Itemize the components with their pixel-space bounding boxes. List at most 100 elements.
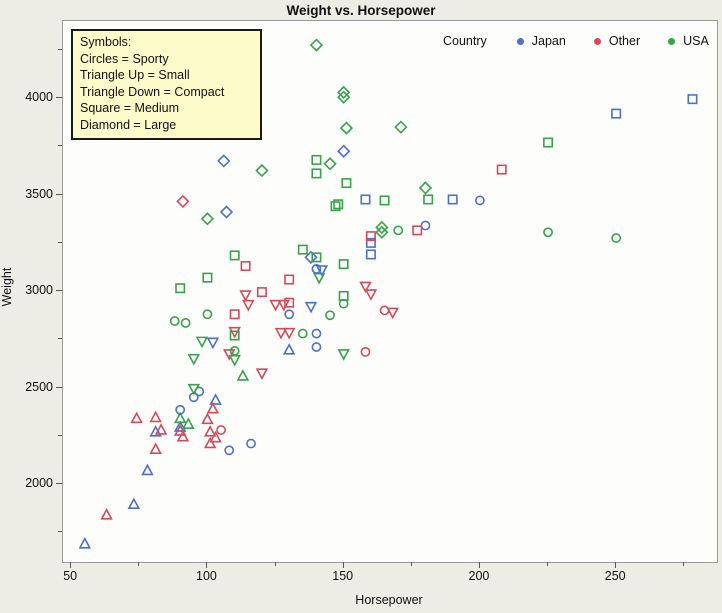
data-point-usa-large[interactable] bbox=[323, 157, 337, 171]
data-point-usa-large[interactable] bbox=[337, 85, 351, 100]
data-point-japan-large[interactable] bbox=[304, 250, 318, 264]
data-point-other-medium[interactable] bbox=[365, 231, 376, 242]
data-point-usa-sporty[interactable] bbox=[611, 233, 622, 243]
data-point-japan-medium[interactable] bbox=[365, 237, 376, 248]
data-point-usa-large[interactable] bbox=[375, 225, 389, 239]
legend-item-japan[interactable]: Japan bbox=[516, 34, 566, 48]
data-point-other-small[interactable] bbox=[203, 425, 217, 437]
data-point-other-small[interactable] bbox=[173, 424, 187, 436]
data-point-usa-sporty[interactable] bbox=[202, 309, 213, 320]
data-point-other-sporty[interactable] bbox=[216, 425, 226, 435]
data-point-usa-sporty[interactable] bbox=[393, 225, 404, 236]
data-point-other-medium[interactable] bbox=[284, 274, 295, 285]
data-point-japan-sporty[interactable] bbox=[311, 342, 322, 352]
data-point-other-sporty[interactable] bbox=[360, 346, 371, 357]
data-point-usa-sporty[interactable] bbox=[229, 346, 240, 356]
data-point-usa-sporty[interactable] bbox=[543, 227, 553, 238]
data-point-usa-medium[interactable] bbox=[423, 194, 434, 205]
data-point-japan-sporty[interactable] bbox=[311, 328, 322, 339]
data-point-usa-large[interactable] bbox=[337, 90, 351, 104]
data-point-japan-sporty[interactable] bbox=[224, 445, 235, 456]
data-point-usa-medium[interactable] bbox=[341, 178, 352, 189]
legend-item-usa[interactable]: USA bbox=[668, 34, 709, 48]
data-point-usa-large[interactable] bbox=[339, 121, 354, 135]
data-point-other-medium[interactable] bbox=[284, 297, 295, 308]
data-point-usa-compact[interactable] bbox=[312, 272, 326, 285]
data-point-other-medium[interactable] bbox=[256, 287, 267, 298]
data-point-usa-small[interactable] bbox=[236, 369, 250, 381]
data-point-japan-compact[interactable] bbox=[206, 337, 220, 350]
data-point-japan-compact[interactable] bbox=[304, 301, 318, 314]
data-point-usa-sporty[interactable] bbox=[180, 318, 191, 328]
data-point-usa-medium[interactable] bbox=[379, 195, 390, 206]
data-point-japan-medium[interactable] bbox=[360, 194, 371, 205]
data-point-japan-small[interactable] bbox=[209, 393, 222, 405]
data-point-other-small[interactable] bbox=[149, 442, 162, 455]
data-point-usa-medium[interactable] bbox=[311, 252, 322, 263]
data-point-other-medium[interactable] bbox=[229, 309, 240, 320]
data-point-usa-large[interactable] bbox=[418, 181, 433, 195]
data-point-japan-medium[interactable] bbox=[687, 94, 698, 105]
data-point-other-medium[interactable] bbox=[496, 164, 507, 175]
data-point-other-small[interactable] bbox=[203, 436, 217, 449]
data-point-other-compact[interactable] bbox=[269, 299, 282, 312]
data-point-usa-compact[interactable] bbox=[187, 353, 201, 366]
data-point-usa-medium[interactable] bbox=[297, 244, 308, 255]
data-point-usa-medium[interactable] bbox=[333, 199, 344, 210]
data-point-usa-large[interactable] bbox=[200, 212, 215, 226]
data-point-usa-sporty[interactable] bbox=[325, 310, 335, 321]
data-point-other-small[interactable] bbox=[176, 429, 190, 442]
data-point-japan-medium[interactable] bbox=[611, 108, 622, 119]
data-point-other-large[interactable] bbox=[176, 194, 190, 209]
data-point-other-compact[interactable] bbox=[274, 327, 288, 340]
data-point-usa-compact[interactable] bbox=[228, 354, 241, 367]
data-point-other-compact[interactable] bbox=[364, 289, 378, 301]
data-point-usa-large[interactable] bbox=[394, 120, 408, 134]
data-point-usa-medium[interactable] bbox=[311, 168, 322, 179]
data-point-japan-small[interactable] bbox=[78, 536, 92, 549]
data-point-japan-large[interactable] bbox=[219, 205, 234, 219]
data-point-japan-small[interactable] bbox=[141, 463, 154, 476]
data-point-usa-medium[interactable] bbox=[202, 272, 213, 283]
data-point-japan-small[interactable] bbox=[173, 420, 187, 432]
data-point-usa-sporty[interactable] bbox=[338, 298, 349, 309]
data-point-usa-small[interactable] bbox=[182, 417, 195, 429]
data-point-other-compact[interactable] bbox=[242, 299, 255, 312]
data-point-other-small[interactable] bbox=[201, 412, 214, 425]
data-point-other-small[interactable] bbox=[130, 411, 143, 424]
data-point-usa-large[interactable] bbox=[309, 38, 324, 52]
data-point-usa-medium[interactable] bbox=[229, 330, 240, 341]
legend-item-other[interactable]: Other bbox=[593, 34, 640, 48]
data-point-other-compact[interactable] bbox=[277, 299, 290, 312]
data-point-japan-sporty[interactable] bbox=[475, 195, 485, 206]
data-point-japan-medium[interactable] bbox=[447, 194, 458, 205]
data-point-usa-sporty[interactable] bbox=[169, 316, 180, 326]
data-point-other-small[interactable] bbox=[149, 410, 162, 423]
data-point-japan-compact[interactable] bbox=[315, 265, 329, 277]
data-point-japan-large[interactable] bbox=[337, 144, 351, 158]
data-point-japan-sporty[interactable] bbox=[420, 220, 431, 231]
data-point-japan-sporty[interactable] bbox=[246, 438, 256, 449]
data-point-other-small[interactable] bbox=[206, 401, 220, 414]
data-point-other-medium[interactable] bbox=[240, 261, 251, 272]
data-point-japan-small[interactable] bbox=[127, 497, 141, 510]
data-point-usa-compact[interactable] bbox=[187, 383, 201, 396]
data-point-japan-small[interactable] bbox=[282, 343, 296, 355]
data-point-usa-medium[interactable] bbox=[229, 250, 240, 261]
data-point-usa-large[interactable] bbox=[375, 220, 389, 235]
data-point-usa-medium[interactable] bbox=[338, 259, 349, 270]
data-point-other-small[interactable] bbox=[209, 430, 222, 443]
data-point-other-medium[interactable] bbox=[412, 225, 423, 236]
data-point-other-compact[interactable] bbox=[255, 368, 269, 381]
data-point-usa-medium[interactable] bbox=[311, 154, 322, 165]
data-point-other-compact[interactable] bbox=[282, 327, 296, 340]
data-point-usa-compact[interactable] bbox=[195, 336, 209, 349]
data-point-other-compact[interactable] bbox=[228, 326, 241, 339]
data-point-usa-compact[interactable] bbox=[337, 349, 350, 361]
data-point-other-compact[interactable] bbox=[239, 290, 252, 302]
data-point-other-small[interactable] bbox=[100, 508, 113, 520]
data-point-other-compact[interactable] bbox=[359, 281, 372, 294]
data-point-japan-large[interactable] bbox=[217, 154, 231, 168]
data-point-other-sporty[interactable] bbox=[379, 305, 390, 316]
data-point-japan-medium[interactable] bbox=[365, 249, 376, 260]
